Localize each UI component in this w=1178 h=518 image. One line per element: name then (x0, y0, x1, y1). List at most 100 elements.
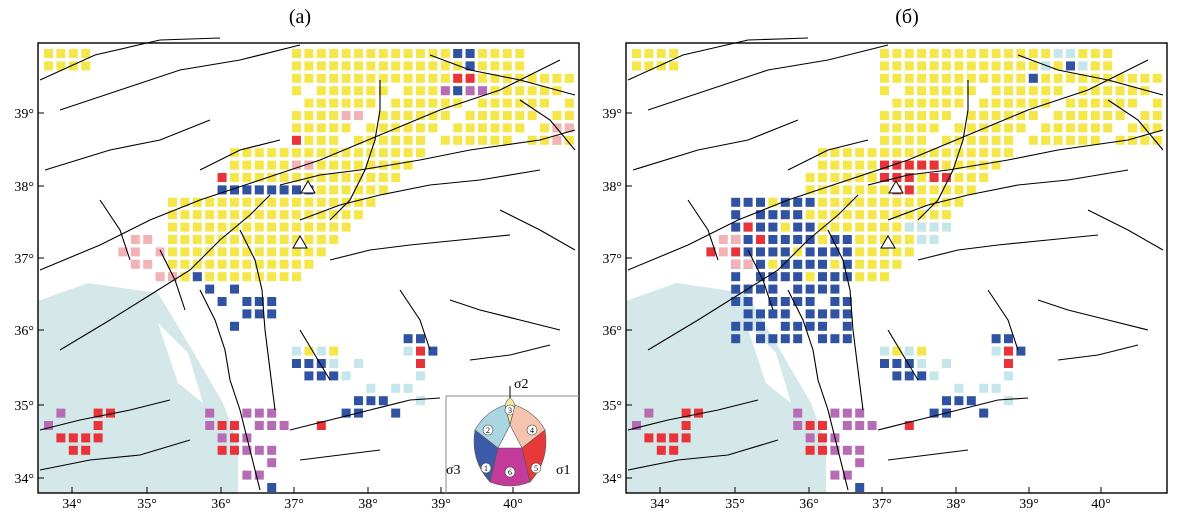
stress-cell (403, 334, 413, 344)
stress-cell (292, 197, 301, 207)
stress-cell (929, 86, 939, 96)
stress-cell (842, 259, 852, 269)
stress-cell (1066, 61, 1075, 71)
stress-cell (155, 247, 165, 257)
stress-cell (805, 421, 815, 430)
stress-cell (217, 297, 227, 306)
fault-line (1087, 209, 1164, 251)
stress-cell (416, 86, 425, 96)
stress-cell (168, 210, 177, 220)
stress-cell (818, 259, 827, 269)
stress-cell (416, 98, 425, 108)
legend-sector-marker (482, 424, 494, 436)
stress-cell (991, 98, 1001, 108)
stress-cell (316, 111, 326, 120)
stress-cell (830, 334, 840, 344)
stress-cell (304, 160, 314, 170)
stress-cell (81, 49, 91, 58)
stress-cell (917, 49, 927, 58)
stress-cell (453, 135, 463, 145)
stress-cell (1078, 73, 1088, 83)
stress-cell (892, 222, 902, 232)
stress-cell (230, 321, 239, 331)
stress-cell (316, 61, 326, 71)
stress-cell (1004, 86, 1013, 96)
stress-cell (855, 247, 865, 257)
stress-cell (403, 111, 413, 120)
stress-cell (354, 197, 363, 207)
stress-cell (366, 49, 376, 58)
stress-cell (1066, 123, 1075, 133)
stress-cell (1053, 49, 1063, 58)
lat-tick-label: 34° (602, 472, 622, 487)
stress-cell (830, 197, 840, 207)
stress-cell (217, 421, 227, 430)
stress-cell (304, 371, 314, 381)
stress-cell (904, 73, 914, 83)
stress-cell (254, 222, 264, 232)
stress-cell (1041, 98, 1051, 108)
stress-cell (966, 160, 976, 170)
stress-cell (793, 421, 803, 430)
stress-cell (768, 247, 778, 257)
stress-cell (279, 222, 289, 232)
stress-cell (440, 61, 450, 71)
stress-cell (855, 222, 865, 232)
stress-cell (440, 49, 450, 58)
volcano-triangle (292, 235, 308, 249)
stress-cell (954, 123, 964, 133)
stress-cell (242, 235, 252, 244)
stress-cell (1004, 73, 1013, 83)
stress-cell (842, 297, 852, 306)
stress-cell (818, 222, 827, 232)
stress-cell (391, 135, 401, 145)
fault-line (987, 289, 1019, 351)
stress-cell (793, 321, 803, 331)
stress-cell (230, 433, 239, 443)
fault-line (39, 399, 171, 431)
stress-cell (254, 148, 264, 158)
stress-cell (378, 61, 388, 71)
stress-cell (780, 334, 790, 344)
stress-cell (416, 61, 425, 71)
stress-cell (267, 483, 277, 492)
stress-cell (880, 160, 889, 170)
stress-cell (892, 210, 902, 220)
stress-cell (1041, 73, 1051, 83)
stress-cell (354, 160, 363, 170)
stress-cell (391, 73, 401, 83)
stress-cell (818, 421, 827, 430)
stress-cell (564, 123, 574, 133)
fault-line (632, 119, 799, 171)
stress-cell (192, 272, 202, 282)
stress-cell (329, 359, 339, 368)
stress-cell (830, 259, 840, 269)
stress-cell (540, 135, 549, 145)
stress-cell (929, 210, 939, 220)
stress-cell (217, 185, 227, 195)
fault-line (59, 44, 301, 111)
stress-cell (830, 235, 840, 244)
stress-cell (830, 185, 840, 195)
stress-cell (267, 272, 277, 282)
fault-line (687, 199, 719, 261)
stress-cell (316, 197, 326, 207)
stress-cell (656, 445, 666, 455)
legend-sector-marker (526, 424, 538, 436)
stress-cell (354, 61, 363, 71)
stress-cell (756, 334, 765, 344)
stress-cell (731, 297, 741, 306)
stress-cell (880, 197, 889, 207)
stress-cell (527, 86, 537, 96)
stress-cell (1004, 49, 1013, 58)
stress-cell (478, 135, 487, 145)
stress-cell (880, 259, 889, 269)
stress-cell (1041, 86, 1051, 96)
stress-cell (304, 148, 314, 158)
stress-cell (354, 210, 363, 220)
stress-cell (1066, 98, 1075, 108)
stress-cell (478, 111, 487, 120)
stress-cell (830, 272, 840, 282)
stress-cell (855, 185, 865, 195)
stress-cell (768, 222, 778, 232)
